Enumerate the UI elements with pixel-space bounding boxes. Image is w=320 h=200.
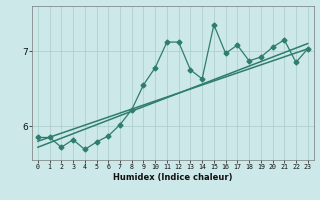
- X-axis label: Humidex (Indice chaleur): Humidex (Indice chaleur): [113, 173, 233, 182]
